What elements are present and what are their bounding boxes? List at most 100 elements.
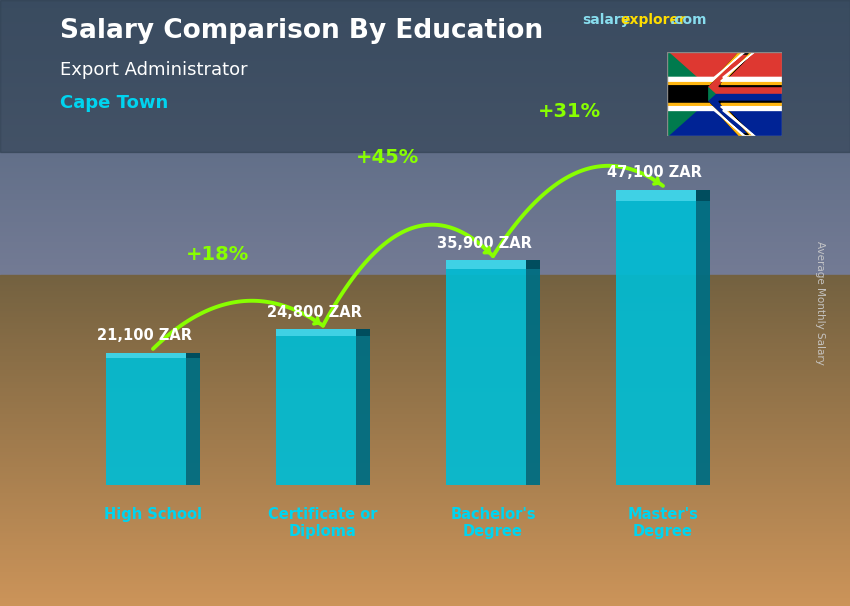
Bar (0, 317, 850, 319)
Text: 47,100 ZAR: 47,100 ZAR (607, 165, 702, 181)
Bar (0, 184, 850, 186)
Text: .com: .com (670, 13, 707, 27)
Bar (0, 297, 850, 299)
Bar (0, 210, 850, 212)
Bar (0, 438, 850, 441)
Bar (0, 71, 850, 73)
Bar (0, 62, 850, 65)
Bar (0, 165, 850, 168)
Bar (525, 260, 540, 485)
Bar (0, 238, 850, 241)
Bar (0, 338, 850, 339)
Bar (0, 414, 850, 416)
Bar (0, 422, 850, 424)
Bar (0, 38, 850, 41)
Bar (0, 75, 850, 77)
Bar (0, 153, 850, 156)
Bar (0, 212, 850, 214)
Bar (0, 65, 850, 67)
Bar (0, 0, 850, 2)
Bar (0, 576, 850, 578)
Bar (0, 216, 850, 218)
Bar (0, 467, 850, 468)
Bar (0, 202, 850, 204)
Bar (0, 551, 850, 553)
Bar (185, 353, 200, 485)
Bar (0, 79, 850, 81)
Bar (0, 447, 850, 448)
Bar (0, 135, 850, 138)
Bar (0, 93, 850, 95)
Bar (0, 327, 850, 329)
Bar (0, 558, 850, 559)
Bar (0, 396, 850, 398)
Bar (0, 564, 850, 565)
Bar (0, 53, 850, 55)
Bar (0, 141, 850, 144)
Bar (0, 441, 850, 442)
Bar (0, 509, 850, 511)
Bar (0, 95, 850, 97)
Bar (0, 345, 850, 347)
Bar (0, 129, 850, 132)
Bar (0, 247, 850, 248)
Bar (0, 371, 850, 374)
Bar (0, 321, 850, 323)
Bar (0, 145, 850, 147)
Bar (0, 313, 850, 315)
Bar (355, 329, 370, 485)
Bar (0, 511, 850, 513)
Bar (0, 444, 850, 447)
Polygon shape (667, 52, 782, 136)
Bar (0, 333, 850, 335)
Bar (0, 44, 850, 47)
Bar (0, 119, 850, 121)
Bar (0, 380, 850, 382)
Bar (0, 562, 850, 564)
Bar (0, 497, 850, 499)
Bar (0, 586, 850, 588)
Bar (525, 260, 540, 268)
Bar (0, 121, 850, 123)
Bar (0, 495, 850, 497)
Text: High School: High School (104, 507, 202, 522)
Bar (0, 538, 850, 539)
Bar (667, 94, 782, 136)
Bar (0, 127, 850, 129)
Bar (0, 356, 850, 358)
Bar (0, 430, 850, 432)
Bar (695, 190, 710, 201)
Bar (0, 400, 850, 402)
Bar (0, 382, 850, 384)
Text: Average Monthly Salary: Average Monthly Salary (815, 241, 825, 365)
Text: 35,900 ZAR: 35,900 ZAR (437, 236, 532, 251)
Bar (0, 344, 850, 345)
Bar (0, 35, 850, 36)
Bar (0, 67, 850, 68)
Bar (0, 22, 850, 24)
Bar (0, 436, 850, 438)
Bar (0, 220, 850, 222)
Bar (0, 111, 850, 113)
Text: Master's
Degree: Master's Degree (627, 507, 699, 539)
Bar (0, 125, 850, 127)
Text: +31%: +31% (538, 102, 601, 121)
Bar (0, 350, 850, 351)
Bar (0, 602, 850, 604)
Bar (0, 117, 850, 119)
Bar (0, 255, 850, 256)
Bar (0, 132, 850, 133)
Bar (0, 339, 850, 341)
Bar (695, 190, 710, 485)
Bar (0, 473, 850, 474)
Bar (0, 483, 850, 485)
Bar (0, 268, 850, 271)
Bar (0, 541, 850, 544)
Text: 24,800 ZAR: 24,800 ZAR (267, 305, 362, 320)
Bar (0, 24, 850, 26)
Polygon shape (667, 52, 715, 136)
Bar (0, 491, 850, 493)
Bar (0, 468, 850, 471)
Bar (0, 248, 850, 250)
Bar (0, 392, 850, 394)
